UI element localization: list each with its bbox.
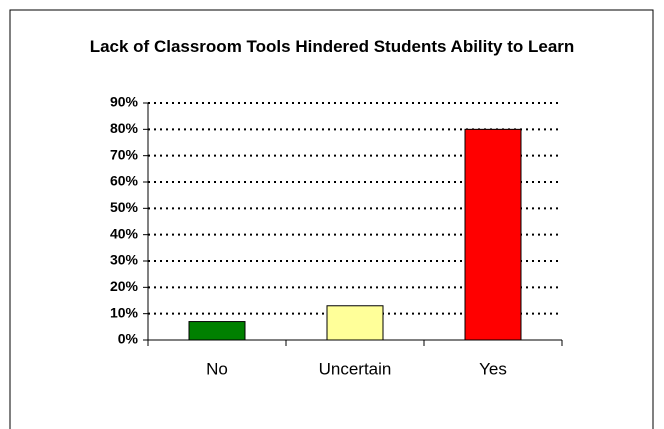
y-tick-label: 30% xyxy=(110,252,139,268)
y-tick-label: 80% xyxy=(110,120,139,136)
y-tick-label: 90% xyxy=(110,94,139,110)
chart-title: Lack of Classroom Tools Hindered Student… xyxy=(89,37,575,56)
y-tick-label: 40% xyxy=(110,225,139,241)
y-tick-label: 70% xyxy=(110,146,139,162)
x-tick-label: Uncertain xyxy=(319,359,392,378)
x-tick-label: No xyxy=(206,359,228,378)
y-tick-label: 0% xyxy=(118,331,139,347)
y-tick-label: 10% xyxy=(110,304,139,320)
bar xyxy=(464,128,522,341)
y-tick-label: 50% xyxy=(110,199,139,215)
y-tick-label: 60% xyxy=(110,173,139,189)
x-tick-label: Yes xyxy=(479,359,507,378)
chart-frame xyxy=(9,9,654,429)
bar xyxy=(188,321,246,341)
y-tick-label: 20% xyxy=(110,278,139,294)
bar xyxy=(326,305,384,341)
